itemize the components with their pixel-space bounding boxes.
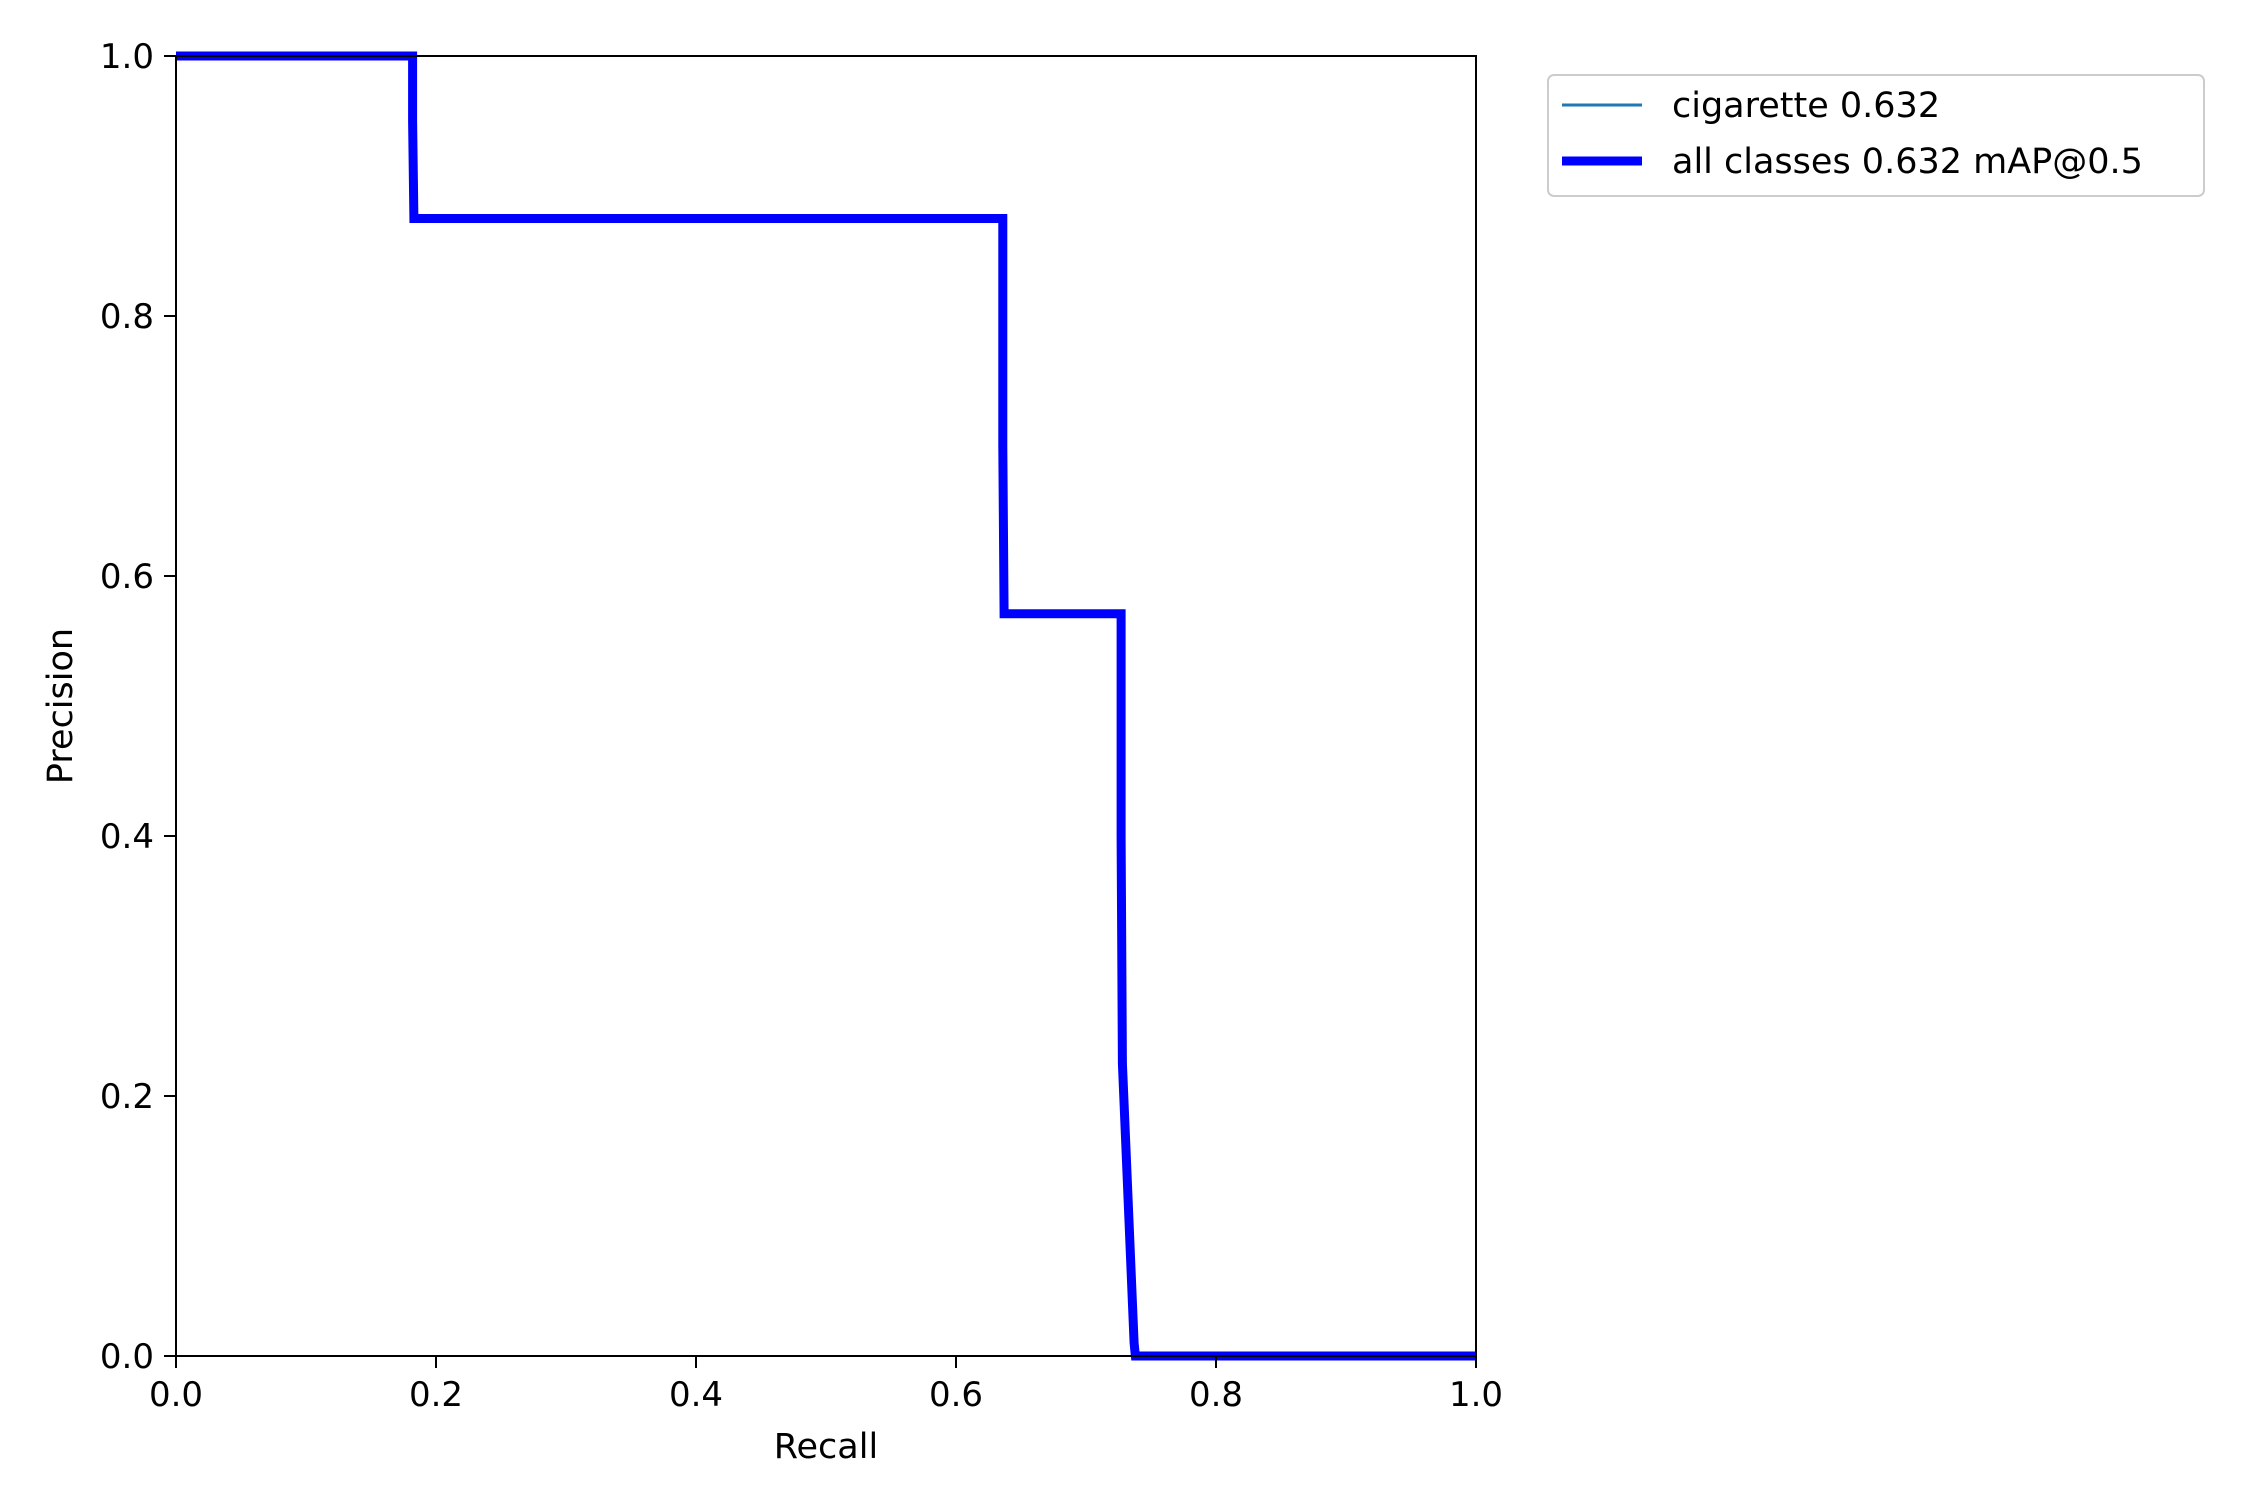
- legend-frame: [1547, 74, 2205, 197]
- x-tick-label: 1.0: [1449, 1375, 1503, 1415]
- legend: cigarette 0.632 all classes 0.632 mAP@0.5: [1547, 74, 2205, 197]
- series-line-2: [176, 51, 1476, 1361]
- y-axis-label: Precision: [41, 628, 81, 784]
- y-tick-label: 0.0: [100, 1337, 154, 1377]
- x-axis-ticks: 0.0 0.2 0.4 0.6 0.8 1.0: [149, 1356, 1503, 1415]
- x-axis-label: Recall: [774, 1427, 878, 1467]
- plot-frame: [175, 55, 1477, 1357]
- x-tick-label: 0.4: [669, 1375, 723, 1415]
- y-tick-label: 0.8: [100, 297, 154, 337]
- series-layer: [176, 51, 1476, 1361]
- y-tick-label: 0.4: [100, 817, 154, 857]
- x-tick-label: 0.0: [149, 1375, 203, 1415]
- x-tick-label: 0.2: [409, 1375, 463, 1415]
- x-tick-label: 0.6: [929, 1375, 983, 1415]
- y-axis-ticks: 0.0 0.2 0.4 0.6 0.8 1.0: [100, 37, 176, 1377]
- x-tick-label: 0.8: [1189, 1375, 1243, 1415]
- legend-label-1: cigarette 0.632: [1672, 86, 1940, 126]
- legend-label-2: all classes 0.632 mAP@0.5: [1672, 142, 2143, 182]
- y-tick-label: 0.6: [100, 557, 154, 597]
- y-tick-label: 0.2: [100, 1077, 154, 1117]
- y-tick-label: 1.0: [100, 37, 154, 77]
